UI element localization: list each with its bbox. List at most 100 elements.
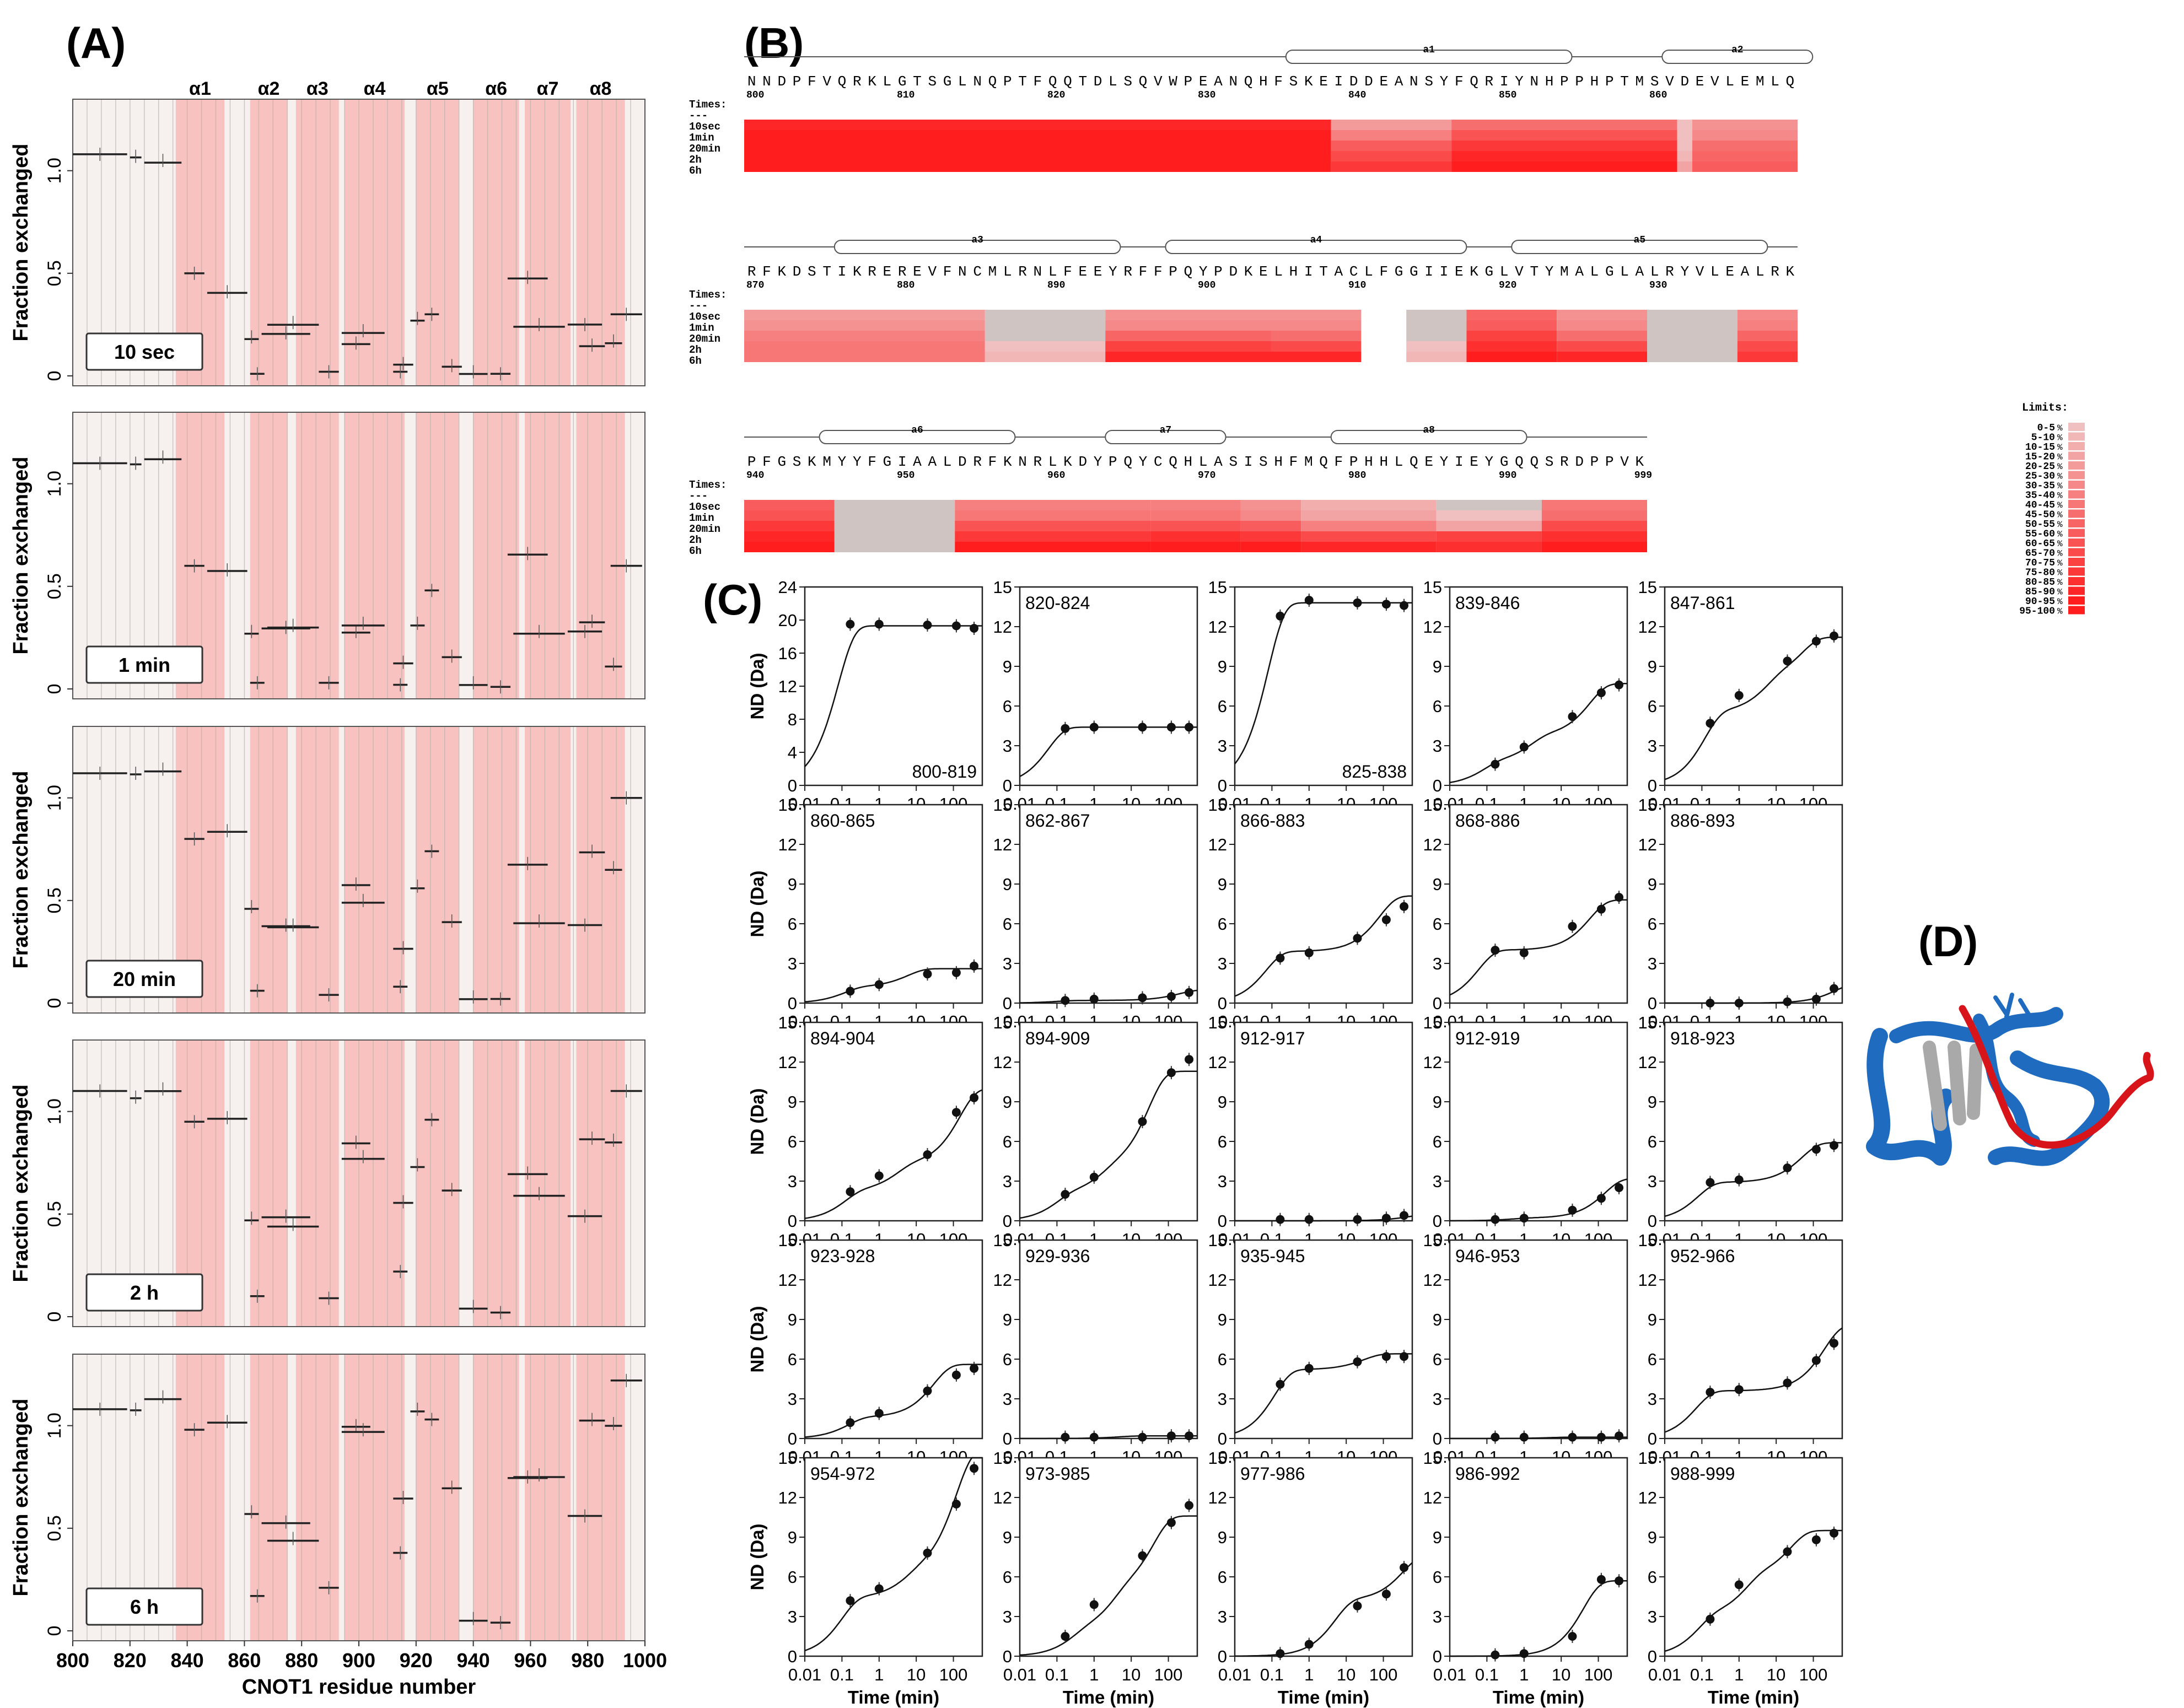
uptake-curve-986-992: 0 3 6 9 12 15 0.01 0.1 1 10 100 986-992 Time (min): [1423, 1448, 1628, 1707]
sequence-residue: Y: [1485, 454, 1494, 470]
peptide-label: 912-917: [1240, 1028, 1305, 1048]
sequence-residue: C: [973, 263, 982, 280]
sequence-residue: F: [988, 454, 997, 470]
helix-label-5: α5: [427, 78, 449, 99]
data-point: [970, 1364, 979, 1373]
heatmap-cell: [985, 352, 1106, 362]
data-point: [1811, 637, 1821, 646]
data-point: [1491, 1650, 1500, 1659]
sequence-residue: K: [1304, 73, 1313, 90]
data-point: [1811, 1535, 1821, 1544]
heatmap-cell: [955, 521, 1151, 531]
legend-unit: %: [2057, 558, 2063, 568]
time-row-label: 6h: [689, 545, 702, 557]
legend-unit: %: [2057, 607, 2063, 617]
data-point: [1276, 1380, 1285, 1389]
heatmap-cell: [1150, 542, 1241, 552]
data-point: [951, 968, 961, 977]
y-tick-label: 15: [1208, 795, 1227, 815]
sequence-residue: P: [1349, 454, 1358, 470]
sequence-residue: K: [777, 263, 786, 280]
sequence-residue: E: [1470, 454, 1478, 470]
y-tick-label: 12: [1423, 835, 1442, 854]
sequence-residue: F: [1154, 263, 1163, 280]
y-tick-label: 12: [1208, 835, 1227, 854]
plot-frame: [1019, 1457, 1198, 1657]
heatmap-cell: [955, 531, 1151, 542]
helix-cylinder-3: [1511, 240, 1768, 254]
sequence-residue: F: [808, 73, 816, 90]
legend-label: 95-100: [2019, 606, 2055, 617]
time-row-label: ---: [689, 300, 708, 312]
peptide-label: 866-883: [1240, 811, 1305, 831]
data-point: [1353, 1601, 1362, 1610]
y-tick-label: 0: [788, 1211, 797, 1231]
y-tick-label: 15: [1638, 578, 1657, 597]
heatmap-cell: [1406, 341, 1467, 352]
sequence-residue: F: [762, 263, 771, 280]
y-tick-label: 15: [778, 1231, 797, 1250]
data-point: [1596, 904, 1606, 914]
sequence-residue: Y: [1199, 263, 1208, 280]
sequence-residue: F: [1034, 73, 1042, 90]
data-point: [951, 1500, 961, 1508]
y-tick-label: 3: [1648, 954, 1657, 973]
sequence-residue: L: [1199, 454, 1208, 470]
data-point: [1185, 1501, 1194, 1510]
sequence-residue: L: [883, 73, 892, 90]
x-tick-label: 0.01: [1003, 1665, 1036, 1684]
data-point: [970, 1093, 979, 1102]
time-row-label: 6h: [689, 355, 702, 367]
y-tick-label: 0: [788, 776, 797, 795]
sequence-residue: T: [822, 263, 831, 280]
heatmap-cell: [1466, 352, 1557, 362]
structure-helix-blue-3: [1988, 1050, 2110, 1166]
sequence-residue: R: [747, 263, 756, 280]
y-tick-label: 6: [1433, 697, 1442, 716]
helix-band-7: [525, 1040, 571, 1327]
sequence-residue: K: [1003, 454, 1012, 470]
y-tick-label: 15: [1638, 1231, 1657, 1250]
sequence-residue: L: [1395, 454, 1403, 470]
heatmap-cell: [744, 141, 1331, 151]
x-tick-label: 820: [114, 1649, 147, 1672]
fit-curve: [804, 1089, 983, 1219]
sequence-residue: Y: [1545, 263, 1554, 280]
data-point: [1185, 1055, 1194, 1064]
x-axis-label: CNOT1 residue number: [242, 1675, 476, 1699]
sequence-residue: P: [1605, 454, 1614, 470]
sequence-residue: A: [1395, 73, 1403, 90]
sequence-residue: M: [1636, 73, 1644, 90]
y-tick-label: 15: [778, 1013, 797, 1032]
x-tick-label: 100: [939, 1665, 968, 1684]
helix-cylinder-label: a1: [1423, 45, 1435, 56]
helix-band-8: [576, 412, 625, 699]
y-tick-label: 3: [788, 1172, 797, 1191]
data-point: [1304, 596, 1314, 605]
y-tick-label: 3: [1003, 954, 1012, 973]
sequence-residue: F: [1289, 454, 1298, 470]
sequence-residue: V: [822, 73, 831, 90]
sequence-residue: C: [1349, 263, 1358, 280]
y-tick-label: 9: [1433, 1528, 1442, 1547]
x-tick-label: 10: [1122, 1665, 1141, 1684]
heatmap-cell: [955, 510, 1151, 521]
heatmap-cell: [744, 521, 835, 531]
helix-label-1: α1: [189, 78, 211, 99]
sequence-residue: Y: [838, 454, 847, 470]
y-tick-label: 0: [1433, 1429, 1442, 1448]
heatmap-cell: [1331, 120, 1452, 130]
y-tick-label: 9: [1003, 1092, 1012, 1112]
y-tick-label: 12: [778, 835, 797, 854]
sequence-residue: E: [883, 263, 892, 280]
y-tick-label: 6: [1003, 1567, 1012, 1587]
peptide-label: 800-819: [912, 762, 977, 782]
y-axis-label: Fraction exchanged: [9, 1399, 33, 1597]
data-point: [1061, 996, 1070, 1005]
y-tick-label: 9: [1218, 1310, 1227, 1329]
helix-band-6: [473, 1040, 519, 1327]
heatmap-cell: [744, 120, 1331, 130]
